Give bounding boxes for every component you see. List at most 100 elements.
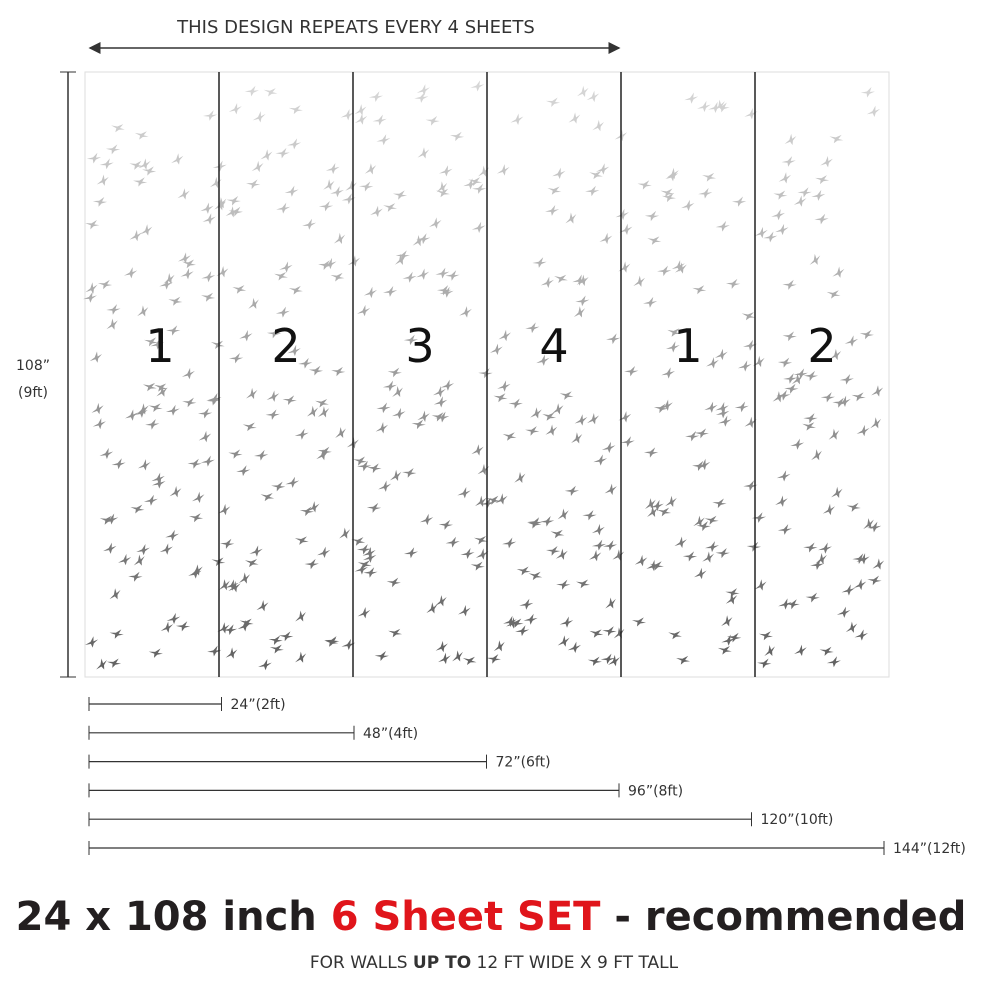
bird [109,588,121,600]
bird [503,615,517,627]
bird [721,634,735,646]
bird [694,428,709,439]
bird [435,411,450,423]
bird [92,417,106,430]
bird [354,104,367,116]
bird [181,367,195,380]
bird [284,185,299,197]
bird [317,446,332,457]
bird [351,537,366,546]
bird [781,156,796,167]
bird [106,304,121,315]
bird [624,366,639,377]
bird [431,412,446,422]
bird [587,413,600,425]
bird [775,495,788,507]
bird [589,170,603,180]
bird [341,638,356,651]
bird [462,656,477,665]
sheet-number: 1 [673,319,702,373]
bird [577,85,589,98]
bird [91,402,104,415]
bird [582,510,597,521]
bird [725,278,741,289]
bird [266,390,280,402]
bird [145,418,160,430]
bird [832,266,845,278]
bird [239,330,253,342]
bird [661,367,675,379]
bird [555,548,568,560]
bird [244,558,259,568]
bird [470,561,485,571]
bird [335,426,346,439]
bird [829,134,844,144]
bird [776,470,791,482]
bird [495,493,508,505]
bird [260,492,275,502]
bird [601,441,616,454]
bird [294,536,309,545]
bird [354,113,368,125]
bird [175,621,191,632]
bird [197,408,213,419]
bird [576,274,589,287]
bird [104,513,119,525]
bird [814,213,829,225]
bird [419,513,434,526]
bird [718,415,732,427]
bird [137,305,149,317]
bird [746,541,762,552]
bird [697,100,711,113]
bird [793,368,808,380]
bird [357,560,372,569]
bird [372,114,387,126]
bird [435,640,448,653]
bird [674,262,687,274]
bird [138,158,151,170]
bird [790,438,805,450]
bird [256,600,269,612]
bird [386,577,401,588]
bird [867,521,882,533]
bird [134,406,148,418]
sheet-number: 4 [539,319,568,373]
bird [602,540,618,551]
bird [613,627,625,639]
bird [754,579,767,591]
bird [128,571,143,582]
bird [540,515,555,527]
title-size: 24 x 108 inch [16,894,331,940]
bird [403,334,419,346]
bird [552,167,566,180]
bird [201,271,216,283]
bird [142,382,157,392]
bird [542,412,557,421]
bird [382,380,397,392]
bird [416,233,431,245]
bird [254,449,269,461]
bird [439,286,454,298]
bird [550,529,565,539]
bird [802,422,816,431]
bird [829,348,842,361]
bird [160,621,174,633]
bird [353,456,368,466]
bird [166,325,181,336]
bird [105,144,121,155]
bird [106,318,118,330]
bird [530,407,542,419]
bird [644,498,656,510]
bird [263,88,278,97]
bird [528,571,543,581]
bird [744,108,758,120]
bird [602,626,617,637]
bird [288,105,303,115]
bird [836,606,851,618]
bird [133,554,145,566]
bird [210,340,225,349]
bird [694,567,707,580]
bird [794,644,807,656]
bird [556,579,571,590]
bird [333,232,346,244]
